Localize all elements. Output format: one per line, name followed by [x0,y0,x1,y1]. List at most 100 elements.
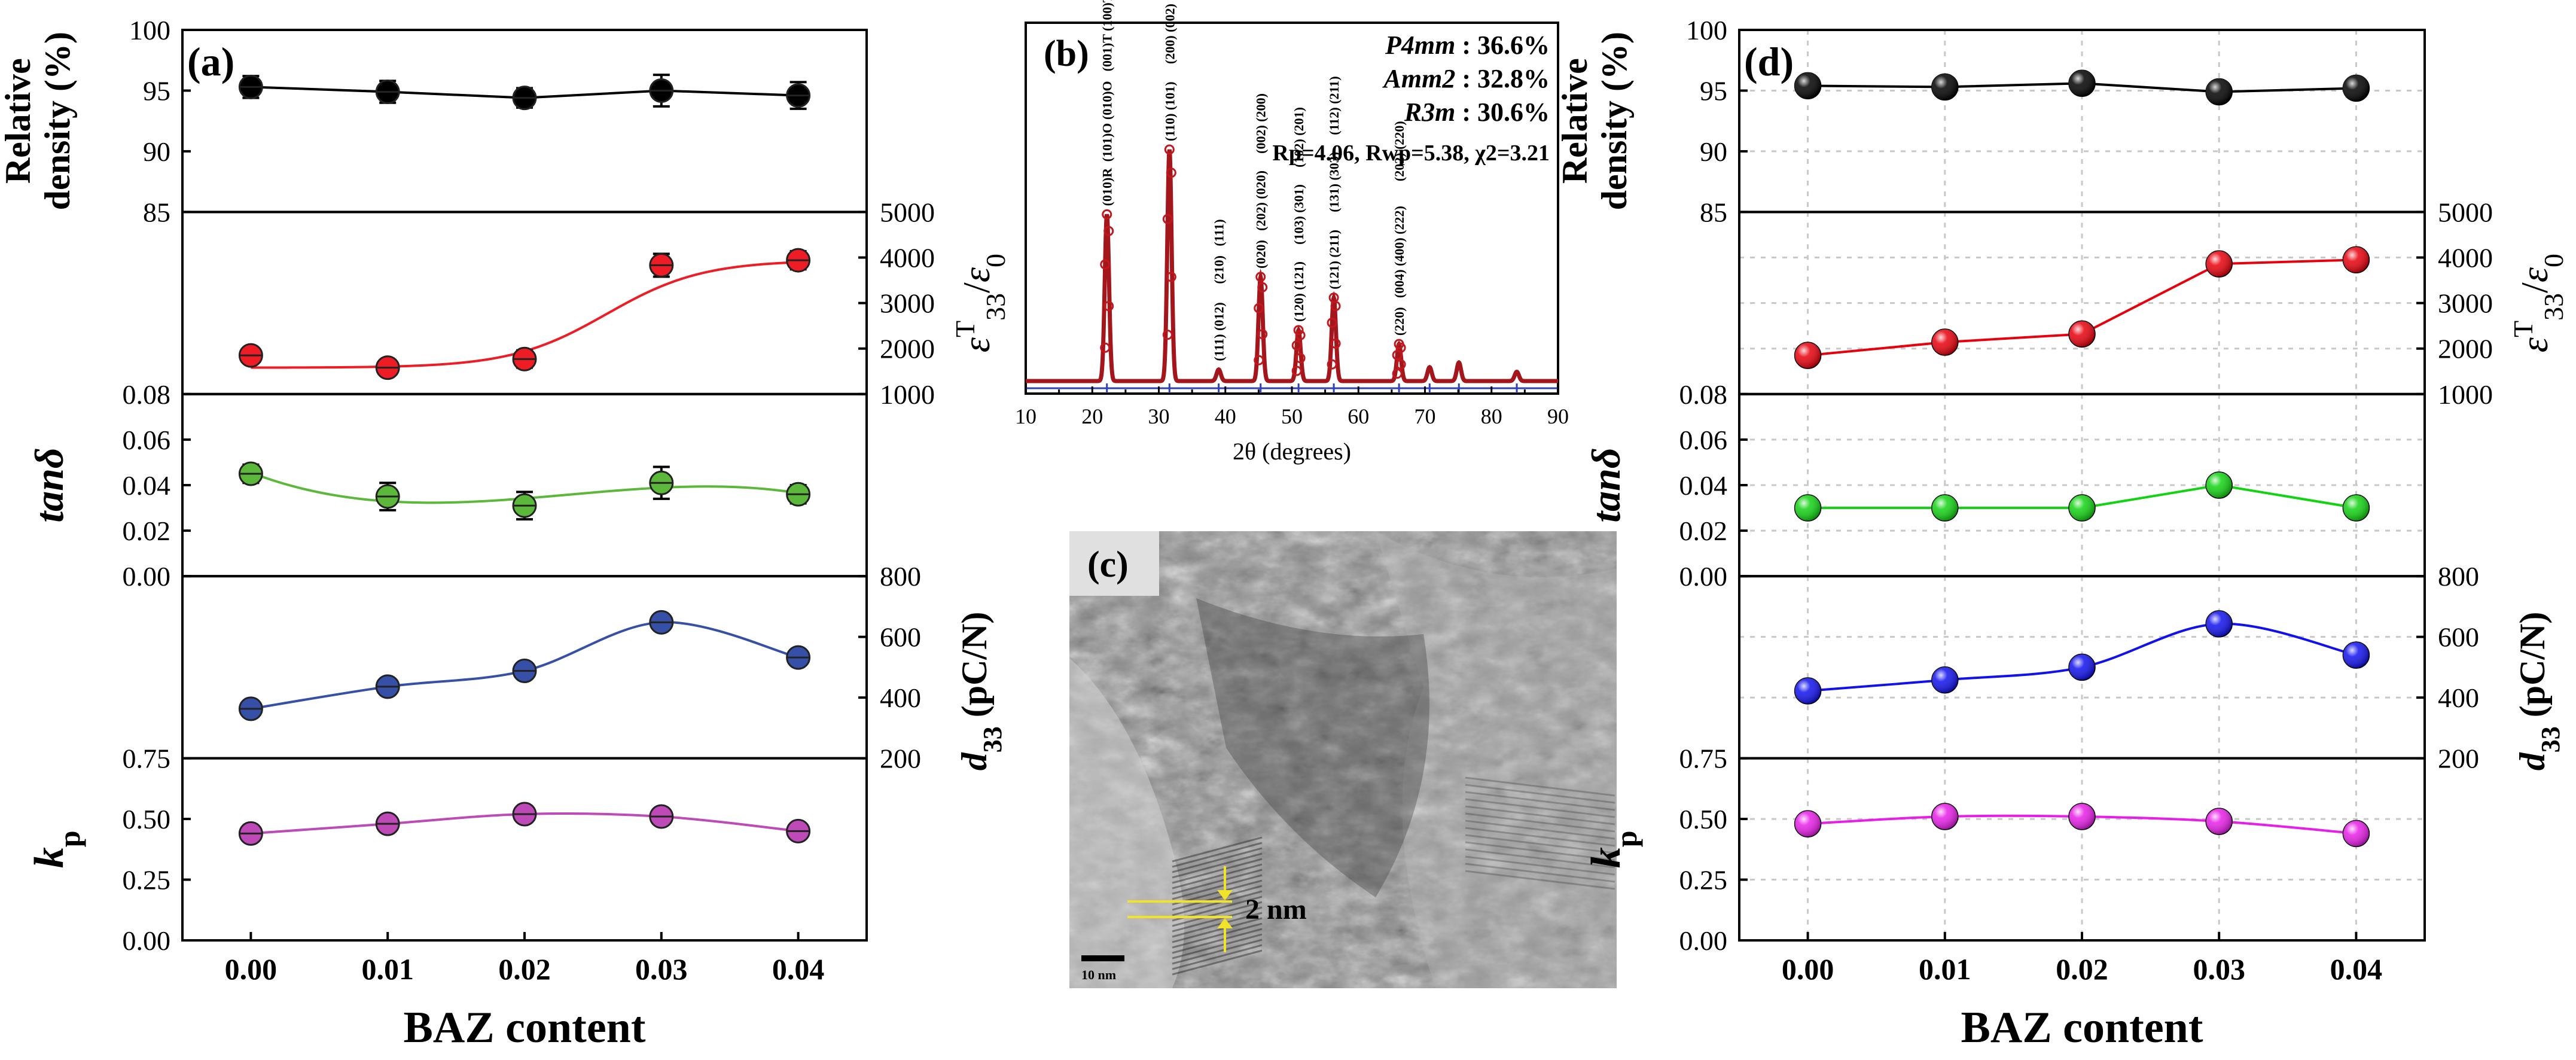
hkl-label-R3m: (220) [1392,307,1407,336]
data-point-shade [1931,495,1958,522]
lattice-fringe [1465,798,1615,818]
y-axis-label-line1: Relative [1555,58,1595,184]
y-tick-label: 0.02 [1679,516,1728,546]
y-tick-label: 600 [2438,622,2479,653]
hkl-label-Amm2: (200) (002) (111) [1162,0,1177,64]
hkl-label-Amm2: (101)O (010)O [1100,81,1115,162]
subplot-density: 85 90 95 100 Relative density (%) [0,15,868,227]
observed-point [1254,303,1264,313]
lattice-fringe [1465,776,1615,797]
x-tick-label: 0.02 [2056,952,2108,986]
data-point-shade [2206,610,2233,637]
lattice-fringe [1465,863,1615,883]
data-point-shade [1931,803,1958,830]
x-tick-label: 0.00 [225,952,278,986]
observed-point [1330,338,1341,349]
hkl-label-P4mm: (112) (211) [1327,76,1342,135]
data-point-shade [2206,472,2233,498]
x-tick-label: 0.01 [1919,952,1971,986]
y-axis-label: d33 (pC/N) [955,612,1007,771]
legend-entry: P4mm : 36.6% [1385,31,1550,60]
y-tick-label: 2000 [880,334,935,364]
y-tick-label: 90 [143,136,170,167]
lattice-fringe [1172,922,1263,949]
observed-point [1295,330,1306,340]
legend-phase: Amm2 [1382,64,1456,93]
y-tick-label: 4000 [880,243,935,273]
y-tick-label: 0.06 [1679,425,1728,455]
panel-b: (010)R (101)O (010)O (001)T (100)T (110) (1… [1015,0,1569,465]
lattice-fringe [1172,858,1263,884]
y-tick-label: 90 [1700,136,1727,167]
observed-point [1295,353,1306,364]
lattice-fringe [1172,928,1263,954]
y-tick-label: 0.08 [1679,379,1728,410]
y-tick-label: 100 [129,15,170,45]
legend-value: : 36.6% [1455,31,1550,60]
subplot-eps: 1000 2000 3000 4000 5000 εT33/ε0 [181,197,1011,410]
hkl-label-Amm2: (210) [1212,255,1227,284]
subplot-eps: 1000 2000 3000 4000 5000 εT33/ε0 [1738,197,2569,410]
panel-label-box [1069,531,1159,596]
data-point-shade [2069,70,2095,97]
observed-point [1327,359,1337,370]
x-tick-label: 0.00 [1782,952,1834,986]
observed-point [1394,339,1404,349]
subplot-d33: 200 400 600 800 d33 (pC/N) [1738,561,2565,774]
y-tick-label: 0.25 [123,865,171,895]
y-tick-label: 0.75 [123,744,171,774]
hkl-label-P4mm: (001)T (100)T [1100,0,1115,71]
xrd-pattern-line [1026,149,1558,383]
data-point-shade [2343,495,2370,522]
lattice-fringe [1465,812,1615,833]
observed-point [1166,167,1176,178]
data-point-shade [2069,321,2095,348]
y-axis-label: kp [26,830,86,868]
x-tick-label: 90 [1547,404,1569,428]
y-tick-label: 5000 [2438,197,2493,227]
x-axis-label: BAZ content [1961,1003,2203,1052]
y-tick-label: 1000 [880,379,935,410]
y-axis-label-line2: density (%) [38,32,77,210]
data-point-shade [1931,329,1958,356]
fit-statistics: Rp=4.06, Rwp=5.38, χ2=3.21 [1272,141,1550,166]
scale-bar-label: 10 nm [1081,967,1116,982]
tem-image [1069,531,1617,988]
y-tick-label: 400 [880,683,921,713]
hkl-label-R3m: (121) (211) [1327,230,1342,290]
y-tick-label: 95 [1700,75,1727,106]
data-point-shade [1794,811,1821,837]
y-tick-label: 200 [880,744,921,774]
data-point-shade [1931,74,1958,100]
hkl-label-R3m: (010)R [1100,167,1115,206]
y-axis-label: tanδ [1583,447,1629,523]
legend-value: : 30.6% [1455,98,1550,127]
data-point-shade [2069,654,2095,681]
y-tick-label: 85 [143,197,170,227]
observed-point [1395,359,1406,370]
y-tick-label: 4000 [2438,243,2493,273]
subplot-density: 85 90 95 100 Relative density (%) [1555,15,2426,227]
y-tick-label: 0.00 [1679,561,1728,592]
lattice-fringe [1172,863,1263,890]
hkl-label-R3m: (111) (012) [1212,302,1227,361]
y-tick-label: 5000 [880,197,935,227]
lattice-fringe [1172,912,1263,938]
panel-label: (a) [187,39,234,84]
y-tick-label: 3000 [2438,288,2493,319]
arrow-head-up [1217,918,1233,928]
lattice-fringe [1465,841,1615,861]
y-tick-label: 200 [2438,744,2479,774]
lattice-fringe [1465,784,1615,804]
data-point-shade [1794,495,1821,522]
y-tick-label: 800 [880,561,921,592]
observed-point [1392,368,1403,379]
subplot-kp: 0.00 0.25 0.50 0.75 kp [1583,744,2426,956]
y-tick-label: 800 [2438,561,2479,592]
y-axis-label-line1: Relative [0,58,38,184]
observed-point [1291,340,1302,351]
data-point-shade [2343,642,2370,669]
y-tick-label: 1000 [2438,379,2493,410]
lattice-fringe [1172,906,1263,933]
lattice-fringe [1172,836,1263,863]
